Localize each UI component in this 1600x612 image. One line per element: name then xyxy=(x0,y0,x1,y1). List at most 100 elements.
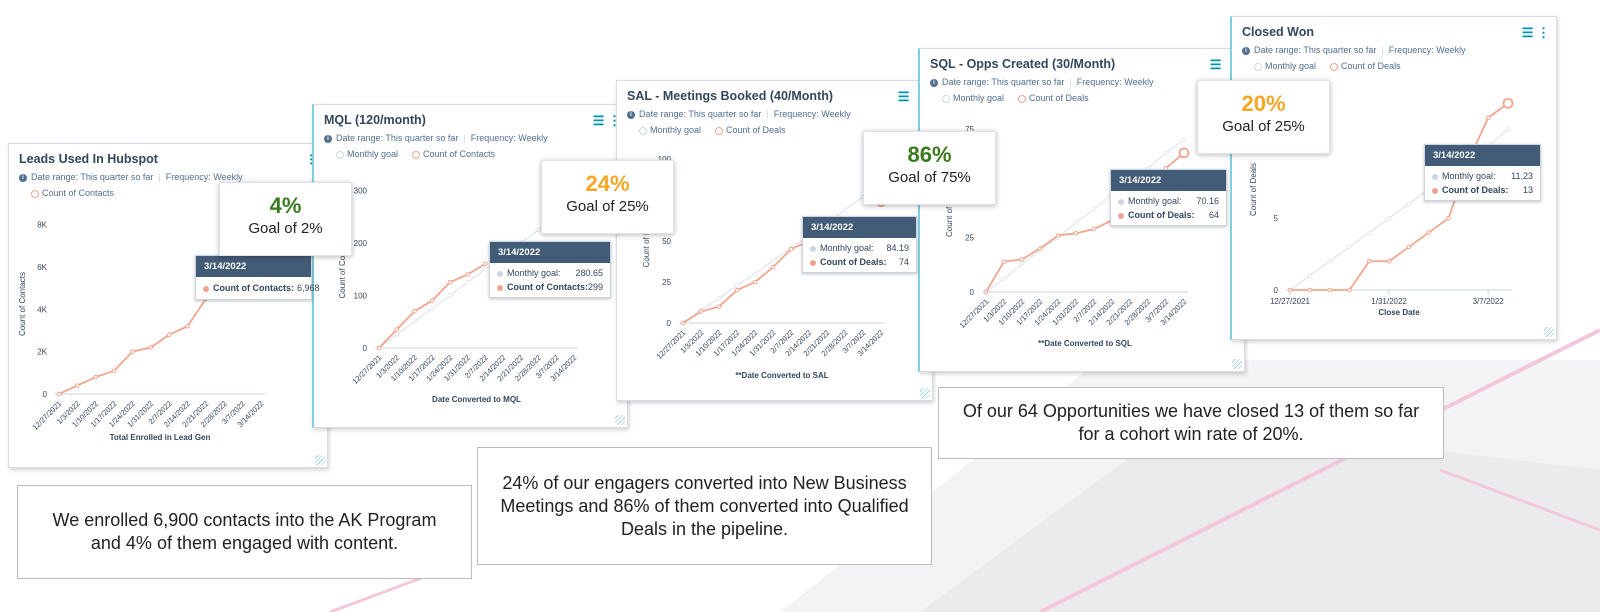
y-tick-label: 100 xyxy=(354,291,368,300)
data-point xyxy=(1055,233,1061,238)
filter-icon[interactable]: ☰ xyxy=(592,113,605,128)
resize-handle[interactable] xyxy=(1232,359,1242,369)
data-point xyxy=(1485,115,1491,121)
goal-point xyxy=(1366,230,1372,235)
background-line xyxy=(1039,328,1600,612)
goal-point xyxy=(1307,273,1313,278)
data-point xyxy=(185,323,190,329)
y-axis-label: Count of Deals xyxy=(642,215,651,268)
y-axis-label: Count of Deals xyxy=(945,184,954,237)
data-point xyxy=(680,320,686,326)
data-point xyxy=(1287,287,1293,293)
y-axis-label: Count of Contacts xyxy=(18,272,27,336)
legend-item[interactable]: Count of Contacts xyxy=(412,149,495,159)
summary-note: Of our 64 Opportunities we have closed 1… xyxy=(938,387,1444,459)
goal-point xyxy=(716,296,722,301)
legend-marker xyxy=(31,189,39,198)
chart-legend: Monthly goal Count of Deals xyxy=(942,93,1103,103)
data-point xyxy=(56,391,62,397)
date-range: Date range: This quarter so far xyxy=(336,133,459,143)
data-point xyxy=(1327,287,1332,293)
data-point xyxy=(1001,259,1007,264)
chart-meta: i Date range: This quarter so far | Frequen… xyxy=(627,109,851,119)
legend-item[interactable]: Monthly goal xyxy=(1254,61,1316,71)
goal-point xyxy=(483,266,488,272)
goal-badge: 4% Goal of 2% xyxy=(219,182,352,256)
chart-tooltip: 3/14/2022 Monthly goal: 280.65 Count of C… xyxy=(489,241,611,298)
badge-goal: Goal of 75% xyxy=(888,169,971,186)
goal-point xyxy=(734,282,740,288)
goal-point xyxy=(1019,261,1025,267)
legend-item[interactable]: Monthly goal xyxy=(336,149,398,159)
data-point xyxy=(394,327,400,332)
resize-handle[interactable] xyxy=(1544,327,1554,337)
resize-handle[interactable] xyxy=(315,455,325,465)
y-tick-label: 75 xyxy=(965,125,974,134)
tooltip-row: Count of Deals: 74 xyxy=(803,255,916,272)
date-range: Date range: This quarter so far xyxy=(942,77,1065,87)
x-axis-label: Total Enrolled in Lead Gen xyxy=(110,433,211,442)
legend-marker xyxy=(639,126,647,135)
resize-handle[interactable] xyxy=(615,415,625,425)
info-icon: i xyxy=(324,134,332,143)
x-axis-label: Date Converted to MQL xyxy=(432,395,521,404)
chart-legend: Monthly goal Count of Deals xyxy=(1254,61,1415,71)
chart-title: SAL - Meetings Booked (40/Month) xyxy=(627,89,834,103)
resize-handle[interactable] xyxy=(920,388,930,398)
filter-icon[interactable]: ☰ xyxy=(1521,25,1534,40)
y-tick-label: 0 xyxy=(363,344,368,353)
goal-point xyxy=(1181,137,1187,142)
data-point xyxy=(465,272,470,277)
legend-item[interactable]: Count of Contacts xyxy=(31,188,114,198)
series-dot xyxy=(1118,198,1124,205)
legend-item[interactable]: Monthly goal xyxy=(942,93,1004,103)
tooltip-row: Monthly goal: 70.16 xyxy=(1111,191,1226,208)
tooltip-row: Count of Deals: 13 xyxy=(1425,183,1540,200)
chart-controls: ☰ ⋮ xyxy=(1522,25,1550,41)
goal-point xyxy=(1163,150,1169,156)
more-icon[interactable]: ⋮ xyxy=(1537,25,1550,40)
series-line xyxy=(58,298,207,395)
y-axis-label: Count of Deals xyxy=(1249,163,1258,216)
legend-item[interactable]: Count of Deals xyxy=(1330,61,1401,71)
goal-point xyxy=(1073,220,1079,225)
data-point xyxy=(111,368,117,374)
filter-icon[interactable]: ☰ xyxy=(1209,57,1222,72)
goal-line xyxy=(985,138,1185,293)
data-point xyxy=(1019,257,1025,262)
data-point xyxy=(1178,147,1190,159)
series-dot xyxy=(1432,173,1438,180)
data-point xyxy=(983,289,989,295)
data-point xyxy=(1073,231,1079,236)
data-point xyxy=(734,287,740,293)
y-tick-label: 0 xyxy=(43,390,48,399)
summary-note: We enrolled 6,900 contacts into the AK P… xyxy=(17,485,472,579)
goal-point xyxy=(465,279,470,285)
tooltip-row: Monthly goal: 11.23 xyxy=(1425,166,1540,183)
chart-tooltip: 3/14/2022 Count of Contacts: 6,968 xyxy=(195,255,320,300)
goal-badge: 20% Goal of 25% xyxy=(1197,80,1330,154)
chart-card-mql: 0 100 200 300 Count of Contacts 12/27/2021 1/3… xyxy=(312,104,628,428)
frequency: Frequency: Weekly xyxy=(1076,77,1154,87)
x-tick-label: 3/7/2022 xyxy=(1473,297,1505,306)
chart-legend: Monthly goal Count of Deals xyxy=(639,125,800,135)
goal-point xyxy=(1505,126,1511,132)
chart-meta: i Date range: This quarter so far | Frequen… xyxy=(19,172,243,182)
series-dot xyxy=(203,285,209,292)
data-point xyxy=(1426,230,1432,235)
filter-icon[interactable]: ☰ xyxy=(897,89,910,104)
chart-legend: Count of Contacts xyxy=(31,188,128,198)
frequency: Frequency: Weekly xyxy=(1388,45,1466,55)
legend-item[interactable]: Count of Deals xyxy=(1018,93,1089,103)
legend-item[interactable]: Monthly goal xyxy=(639,125,701,135)
frequency: Frequency: Weekly xyxy=(470,133,548,143)
goal-point xyxy=(770,258,776,263)
y-axis-label: Count of Contacts xyxy=(338,234,347,298)
data-point xyxy=(788,246,794,252)
data-point xyxy=(1307,287,1313,293)
legend-item[interactable]: Count of Deals xyxy=(715,125,786,135)
x-axis-label: **Date Converted to SQL xyxy=(1038,339,1132,348)
data-point xyxy=(1406,244,1412,250)
